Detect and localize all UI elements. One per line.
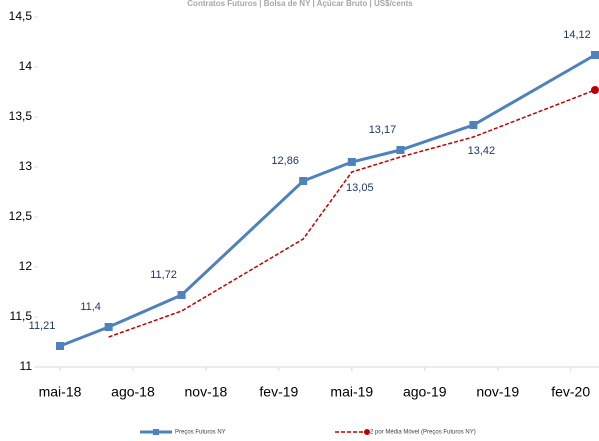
legend-label: 2 por Média Móvel (Preços Futuros NY) [370,430,476,436]
point [591,51,599,59]
point [104,323,113,331]
chart-title: Contratos Futuros | Bolsa de NY | Açúcar… [187,0,413,8]
point [56,342,64,350]
series-line [108,89,596,338]
x-tick-label: nov-18 [185,384,228,400]
data-label: 12,86 [271,155,299,167]
point [299,177,308,185]
x-tick-label: mai-19 [330,384,373,400]
point [469,121,478,129]
x-tick-label: ago-18 [111,384,155,400]
data-label: 11,4 [80,301,101,313]
point [396,146,405,154]
x-tick-label: fev-20 [551,384,590,400]
y-tick-label: 12,5 [9,209,33,223]
y-tick-label: 11,5 [10,309,33,323]
x-tick-label: fev-19 [259,384,298,400]
y-tick-label: 13 [19,159,33,173]
y-tick-label: 11 [20,359,33,373]
series-line [59,53,596,348]
x-tick-label: ago-19 [403,384,447,400]
point [347,158,356,166]
data-label: 14,12 [563,29,591,41]
data-label: 13,17 [369,124,397,136]
point [177,291,186,299]
data-label: 11,21 [29,320,56,332]
point [591,86,599,94]
y-tick-label: 14,5 [9,9,33,23]
x-tick-label: mai-18 [39,384,82,400]
legend-marker [364,429,370,435]
data-label: 13,42 [468,145,496,157]
legend-label: Preços Futuros NY [175,430,226,436]
data-label: 13,05 [346,182,374,194]
y-tick-label: 13,5 [9,109,33,123]
legend-marker [153,429,159,435]
y-tick-label: 12 [19,259,33,273]
x-tick-label: nov-19 [476,384,519,400]
data-label: 11,72 [150,269,177,281]
y-tick-label: 14 [19,59,33,73]
